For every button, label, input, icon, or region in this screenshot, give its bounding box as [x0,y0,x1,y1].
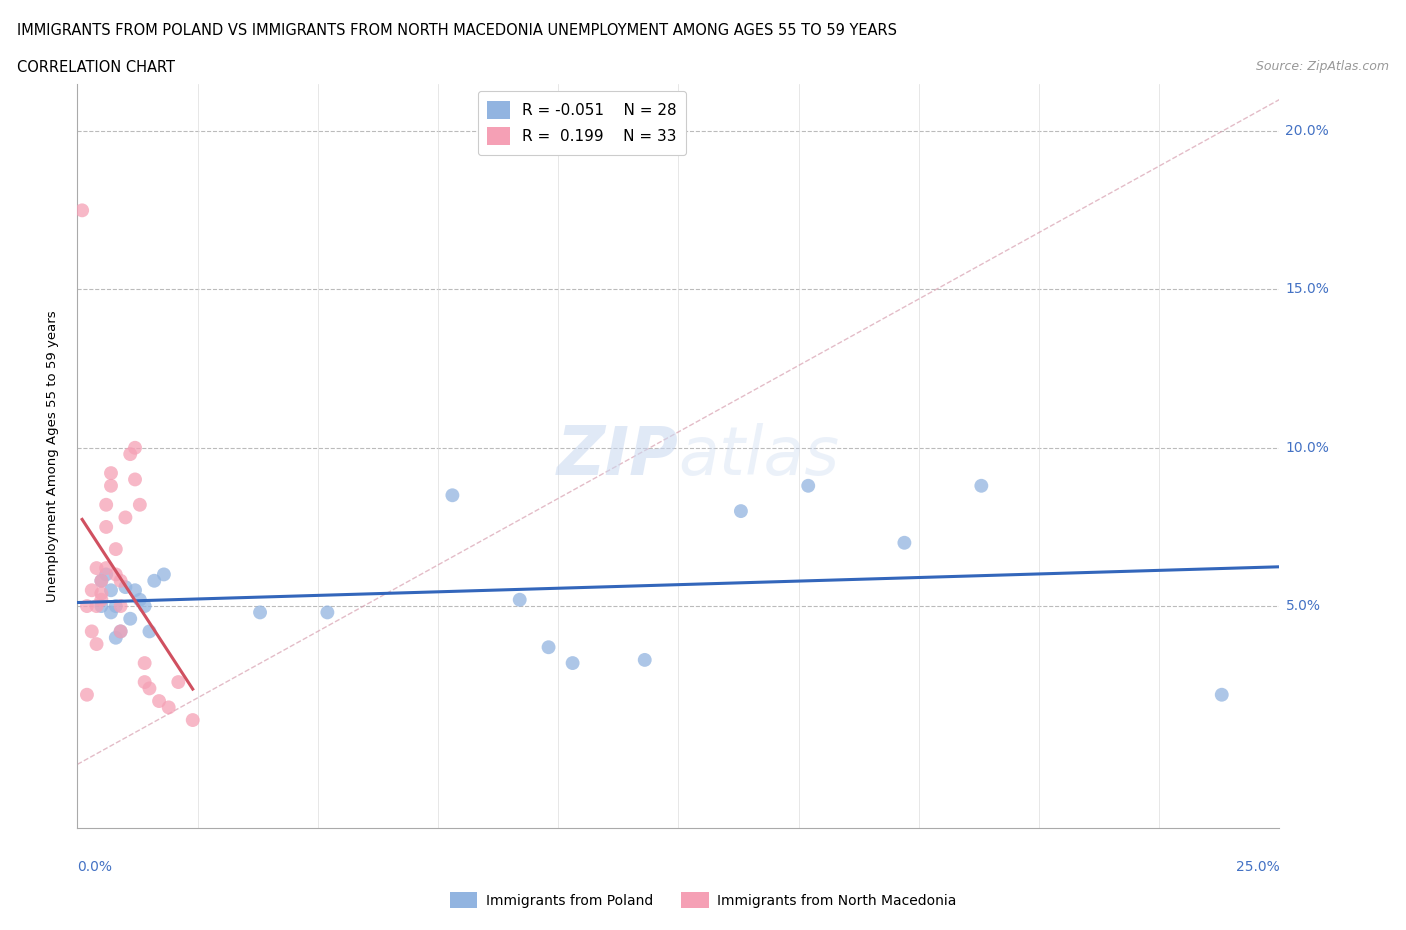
Point [167,674,190,689]
Point [316,605,339,620]
Point [110,599,132,614]
Point [90,586,112,601]
Point [96,520,118,535]
Point [96,498,118,512]
Point [90,599,112,614]
Text: ZIP: ZIP [557,423,679,488]
Text: Source: ZipAtlas.com: Source: ZipAtlas.com [1256,60,1389,73]
Point [537,640,560,655]
Text: 25.0%: 25.0% [1236,860,1279,874]
Point [80,624,103,639]
Point [90,592,112,607]
Text: CORRELATION CHART: CORRELATION CHART [17,60,174,75]
Point [100,478,122,493]
Point [970,478,993,493]
Point [153,567,176,582]
Point [797,478,820,493]
Point [124,472,146,487]
Point [128,498,150,512]
Point [100,583,122,598]
Text: atlas: atlas [679,423,839,488]
Legend: R = -0.051    N = 28, R =  0.199    N = 33: R = -0.051 N = 28, R = 0.199 N = 33 [478,91,686,154]
Text: 0.0%: 0.0% [77,860,112,874]
Text: 10.0%: 10.0% [1285,441,1329,455]
Point [120,446,142,461]
Point [114,510,136,525]
Point [104,541,127,556]
Text: 5.0%: 5.0% [1285,599,1320,613]
Point [249,605,271,620]
Point [134,599,156,614]
Point [70,203,93,218]
Point [96,561,118,576]
Point [110,573,132,588]
Point [86,561,108,576]
Point [124,440,146,455]
Point [80,583,103,598]
Point [634,653,657,668]
Point [96,567,118,582]
Point [730,504,752,519]
Point [76,599,98,614]
Point [893,536,915,551]
Text: 20.0%: 20.0% [1285,125,1329,139]
Point [134,656,156,671]
Point [143,573,166,588]
Point [561,656,583,671]
Point [76,687,98,702]
Point [441,488,464,503]
Point [181,712,204,727]
Point [104,567,127,582]
Y-axis label: Unemployment Among Ages 55 to 59 years: Unemployment Among Ages 55 to 59 years [46,310,59,602]
Point [1211,687,1233,702]
Point [124,583,146,598]
Text: IMMIGRANTS FROM POLAND VS IMMIGRANTS FROM NORTH MACEDONIA UNEMPLOYMENT AMONG AGE: IMMIGRANTS FROM POLAND VS IMMIGRANTS FRO… [17,23,897,38]
Point [120,611,142,626]
Point [110,624,132,639]
Point [110,624,132,639]
Point [138,681,160,696]
Point [509,592,531,607]
Point [104,631,127,645]
Point [86,599,108,614]
Point [138,624,160,639]
Point [104,599,127,614]
Point [148,694,170,709]
Legend: Immigrants from Poland, Immigrants from North Macedonia: Immigrants from Poland, Immigrants from … [444,886,962,914]
Point [114,579,136,594]
Point [90,573,112,588]
Point [100,605,122,620]
Point [86,637,108,652]
Point [90,573,112,588]
Point [100,466,122,481]
Point [134,674,156,689]
Point [128,592,150,607]
Point [157,700,180,715]
Text: 15.0%: 15.0% [1285,283,1329,297]
